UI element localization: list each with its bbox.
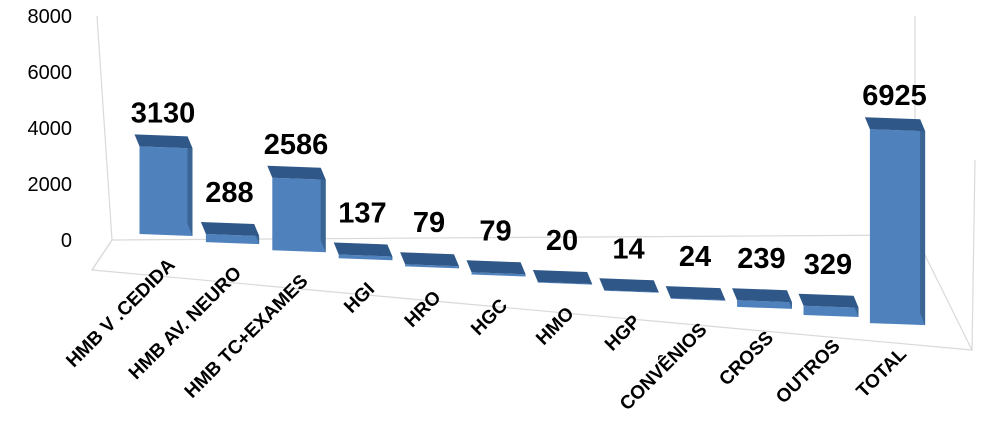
bar-front [139, 146, 193, 236]
data-label-hgc: 79 [479, 215, 511, 247]
data-label-hro: 79 [413, 207, 445, 239]
bar-top [466, 260, 526, 275]
bar-outros [798, 293, 859, 317]
bar-hmb-tc-exames [267, 165, 326, 253]
bar-top [665, 286, 726, 301]
bar-front [272, 177, 326, 253]
y-tick-label: 0 [61, 230, 72, 252]
bar-front [471, 272, 526, 277]
y-tick-label: 2000 [28, 174, 73, 196]
bar-hgc [466, 260, 526, 277]
front-right-line [971, 159, 976, 351]
bar-top [532, 270, 593, 285]
x-tick-hgc: HGC [467, 295, 512, 340]
data-label-cross: 239 [737, 243, 785, 275]
x-tick-outros: OUTROS [772, 336, 844, 408]
bar-top [798, 293, 859, 308]
data-label-hmb-v-cedida: 3130 [131, 97, 196, 129]
y-axis-depth-line [91, 239, 113, 271]
data-labels: 3130 288 2586 137 79 79 20 14 24 239 329 6925 [131, 80, 927, 281]
bar-front [803, 305, 859, 317]
bar-hmb-v-cedida [134, 134, 193, 236]
data-label-hmo: 20 [546, 225, 578, 257]
bar-front [604, 290, 659, 293]
bar-top [134, 134, 193, 149]
bar-top [333, 242, 393, 257]
x-tick-cross: CROSS [715, 328, 778, 391]
data-label-hmb-tc-exames: 2586 [264, 129, 329, 161]
x-tick-hro: HRO [401, 287, 446, 332]
bar-front [670, 298, 726, 301]
bar-front [205, 234, 260, 245]
bar-front [869, 129, 926, 326]
bar-top [732, 288, 792, 303]
y-tick-label: 8000 [28, 6, 73, 28]
data-label-outros: 329 [804, 249, 852, 281]
y-tick-label: 4000 [28, 118, 73, 140]
x-tick-hgp: HGP [601, 311, 645, 355]
bar-front [737, 300, 792, 309]
data-label-hmb-av-neuro: 288 [205, 177, 253, 209]
bar-front [405, 264, 459, 269]
bar-hgp [599, 278, 659, 293]
y-axis-ticks: 0 2000 4000 6000 8000 [28, 6, 73, 252]
bar-top [400, 252, 459, 267]
bar-front [338, 254, 393, 261]
bar-hgi [333, 242, 393, 261]
bar-top [599, 278, 659, 293]
bar-top [267, 165, 326, 180]
bar-front [537, 282, 593, 285]
x-tick-total: TOTAL [853, 344, 912, 403]
bar-hro [400, 252, 459, 269]
bar-cross [732, 288, 792, 309]
bar-conv-nios [665, 286, 726, 301]
bar-side [920, 119, 926, 326]
y-tick-label: 6000 [28, 62, 73, 84]
bar-top [864, 117, 926, 132]
bar-total [864, 117, 926, 326]
data-label-conv-nios: 24 [679, 241, 711, 273]
y-axis-line [96, 15, 113, 241]
x-tick-hgi: HGI [340, 279, 379, 318]
x-tick-hmb-tc-exames: HMB TC+EXAMES [181, 271, 313, 403]
bar-hmo [532, 270, 593, 285]
bar-side [320, 167, 326, 253]
bar-series [134, 117, 926, 326]
data-label-total: 6925 [862, 80, 927, 112]
bar-hmb-av-neuro [200, 222, 260, 245]
bar-side [187, 136, 193, 236]
data-label-hgp: 14 [612, 233, 644, 265]
bar-top [200, 222, 260, 237]
data-label-hgi: 137 [338, 197, 386, 229]
